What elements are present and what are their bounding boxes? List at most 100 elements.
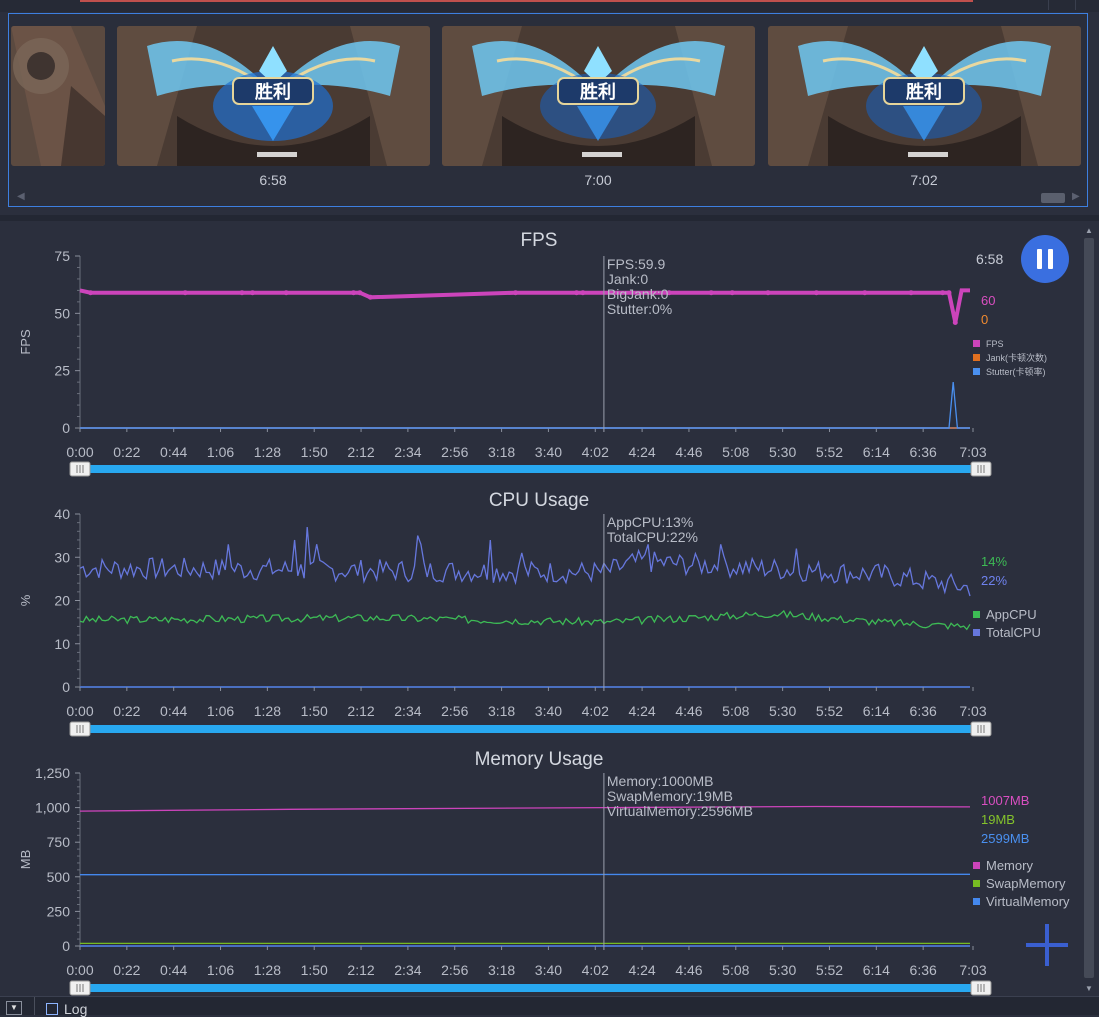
- pause-icon: [1048, 249, 1053, 269]
- fps-point: [183, 290, 188, 295]
- range-slider[interactable]: [70, 722, 991, 736]
- chart-title: Memory Usage: [475, 749, 604, 770]
- x-tick-label: 2:34: [394, 962, 421, 978]
- x-tick-label: 1:28: [254, 444, 281, 460]
- y-tick-label: 10: [54, 636, 70, 652]
- y-tick-label: 500: [47, 869, 71, 885]
- y-tick-label: 0: [62, 679, 70, 695]
- cursor-tooltip-line: Stutter:0%: [607, 301, 672, 317]
- fps-point: [513, 290, 518, 295]
- series-line-appcpu: [80, 611, 970, 629]
- current-value: 0: [981, 312, 988, 327]
- range-slider-track[interactable]: [84, 465, 974, 473]
- x-tick-label: 2:34: [394, 444, 421, 460]
- x-tick-label: 2:56: [441, 962, 468, 978]
- current-value: 60: [981, 293, 995, 308]
- pause-icon: [1037, 249, 1042, 269]
- cursor-tooltip-line: Jank:0: [607, 271, 648, 287]
- fps-point: [940, 290, 945, 295]
- x-tick-label: 3:40: [535, 962, 562, 978]
- cursor-tooltip-line: TotalCPU:22%: [607, 529, 698, 545]
- range-slider-track[interactable]: [84, 725, 974, 733]
- current-value: 2599MB: [981, 831, 1029, 846]
- range-slider-track[interactable]: [84, 984, 974, 992]
- x-tick-label: 5:08: [722, 444, 749, 460]
- y-axis-label: %: [18, 594, 33, 606]
- x-tick-label: 7:03: [959, 444, 986, 460]
- vertical-scrollbar[interactable]: ▲ ▼: [1082, 224, 1096, 996]
- x-tick-label: 6:36: [910, 703, 937, 719]
- y-tick-label: 0: [62, 938, 70, 954]
- x-tick-label: 2:12: [347, 444, 374, 460]
- x-tick-label: 0:44: [160, 444, 187, 460]
- x-tick-label: 6:14: [863, 703, 890, 719]
- plus-icon: [1026, 943, 1068, 947]
- x-tick-label: 2:12: [347, 962, 374, 978]
- x-tick-label: 1:06: [207, 703, 234, 719]
- x-tick-label: 1:50: [301, 703, 328, 719]
- x-tick-label: 6:14: [863, 962, 890, 978]
- legend-label: Jank(卡顿次数): [986, 352, 1047, 363]
- fps-point: [862, 290, 867, 295]
- x-tick-label: 7:03: [959, 962, 986, 978]
- range-slider[interactable]: [70, 981, 991, 995]
- x-tick-label: 4:24: [628, 703, 655, 719]
- series-line-fps: [80, 290, 970, 322]
- x-tick-label: 3:40: [535, 703, 562, 719]
- x-tick-label: 1:50: [301, 962, 328, 978]
- fps-point: [730, 290, 735, 295]
- legend-swatch: [973, 629, 980, 636]
- scroll-up-arrow-icon[interactable]: ▲: [1085, 226, 1093, 235]
- fps-point: [953, 320, 958, 325]
- legend-label: Stutter(卡顿率): [986, 366, 1046, 377]
- scroll-down-arrow-icon[interactable]: ▼: [1085, 984, 1093, 993]
- x-tick-label: 6:14: [863, 444, 890, 460]
- legend-label: SwapMemory: [986, 876, 1066, 891]
- range-slider[interactable]: [70, 462, 991, 476]
- fps-point: [284, 290, 289, 295]
- fps-point: [357, 290, 362, 295]
- fps-point: [909, 290, 914, 295]
- x-tick-label: 5:52: [816, 703, 843, 719]
- x-tick-label: 0:44: [160, 962, 187, 978]
- fps-point: [709, 290, 714, 295]
- y-tick-label: 1,250: [35, 765, 70, 781]
- cursor-tooltip-line: FPS:59.9: [607, 256, 666, 272]
- x-tick-label: 5:08: [722, 703, 749, 719]
- cursor-tooltip-line: Memory:1000MB: [607, 773, 714, 789]
- legend-label: FPS: [986, 339, 1004, 349]
- x-tick-label: 1:06: [207, 962, 234, 978]
- x-tick-label: 5:08: [722, 962, 749, 978]
- fps-point: [351, 290, 356, 295]
- x-tick-label: 4:02: [582, 703, 609, 719]
- vertical-scrollbar-thumb[interactable]: [1084, 238, 1094, 978]
- x-tick-label: 0:22: [113, 703, 140, 719]
- x-tick-label: 4:24: [628, 444, 655, 460]
- series-line-memory: [80, 807, 970, 812]
- x-tick-label: 3:18: [488, 703, 515, 719]
- y-tick-label: 20: [54, 593, 70, 609]
- x-tick-label: 1:50: [301, 444, 328, 460]
- add-chart-button[interactable]: [1024, 922, 1070, 968]
- fps-point: [88, 290, 93, 295]
- chart-title: CPU Usage: [489, 490, 589, 511]
- x-tick-label: 2:56: [441, 703, 468, 719]
- x-tick-label: 5:30: [769, 444, 796, 460]
- fps-point: [368, 295, 373, 300]
- x-tick-label: 5:30: [769, 962, 796, 978]
- pause-button[interactable]: [1021, 235, 1069, 283]
- bottom-toolbar: ▼ Log: [0, 996, 1099, 1015]
- y-axis-label: MB: [18, 850, 33, 870]
- x-tick-label: 2:56: [441, 444, 468, 460]
- dropdown-toggle-icon[interactable]: ▼: [6, 1001, 22, 1015]
- current-time-label: 6:58: [976, 251, 1003, 267]
- x-tick-label: 4:46: [675, 962, 702, 978]
- log-checkbox[interactable]: [46, 1003, 58, 1015]
- fps-point: [946, 290, 951, 295]
- y-tick-label: 0: [62, 420, 70, 436]
- y-axis-label: FPS: [18, 329, 33, 355]
